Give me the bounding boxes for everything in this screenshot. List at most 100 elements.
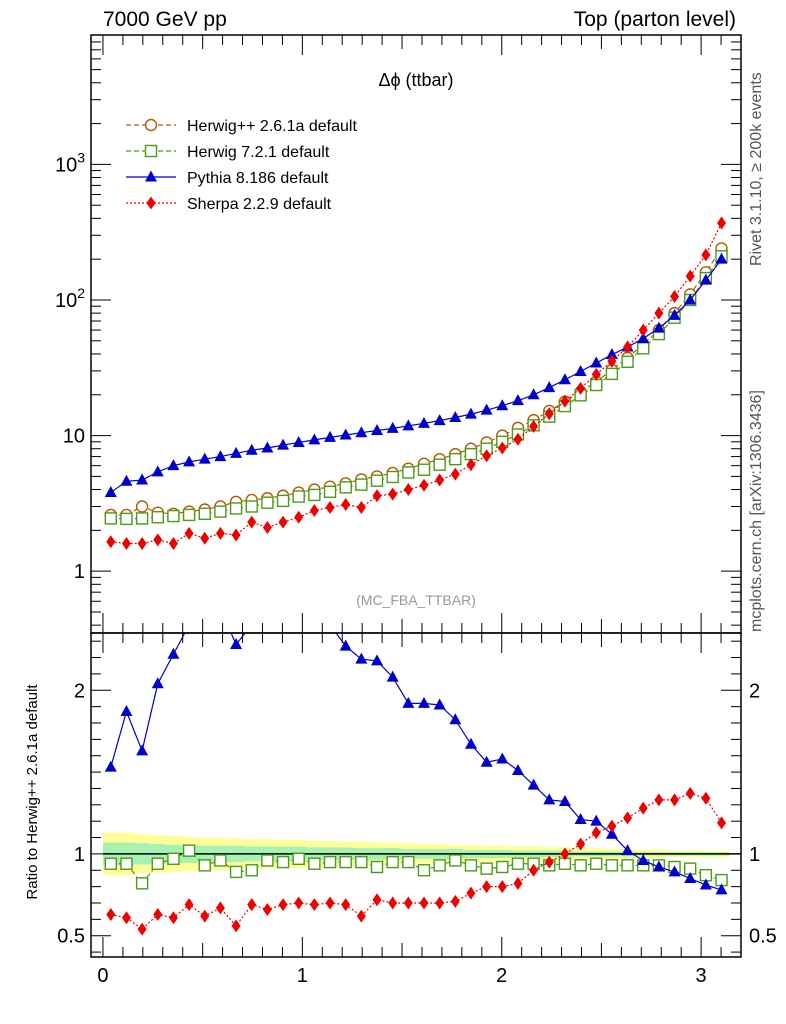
ratio-series-pythia-8-186-default — [104, 602, 728, 895]
ratio-data-point — [167, 647, 180, 659]
ratio-data-point — [529, 863, 539, 877]
ratio-data-point — [323, 855, 337, 869]
ratio-data-point — [668, 865, 681, 877]
ratio-data-point — [324, 618, 336, 629]
ratio-data-point — [371, 654, 383, 666]
x-tick-label: 3 — [696, 965, 707, 987]
data-point — [104, 486, 117, 498]
ratio-data-point — [450, 894, 460, 908]
ratio-data-point — [153, 907, 163, 921]
data-point — [590, 356, 603, 368]
ratio-data-point — [417, 696, 430, 708]
ratio-y-tick-label-left: 0.5 — [57, 926, 85, 948]
legend-marker — [144, 144, 158, 158]
ratio-data-point — [214, 854, 227, 867]
ratio-y-tick-label-right: 0.5 — [749, 926, 777, 948]
ratio-data-point — [621, 859, 634, 872]
data-point — [419, 478, 429, 492]
data-point — [214, 505, 227, 518]
data-point — [277, 438, 290, 450]
ratio-data-point — [605, 859, 619, 872]
data-point — [276, 494, 290, 508]
data-point — [278, 515, 288, 529]
series-herwig-2-6-1a-default — [104, 242, 728, 522]
ratio-series-sherpa-2-2-9-default — [106, 786, 727, 936]
ratio-data-point — [388, 896, 398, 910]
data-point — [480, 403, 493, 415]
ratio-data-point — [544, 855, 554, 869]
ratio-data-point — [576, 837, 586, 851]
data-point — [182, 508, 196, 522]
legend-label: Sherpa 2.2.9 default — [187, 196, 332, 213]
ratio-plot-panel: 0.5 0.5 1 1 2 2 0 1 2 3 Ratio to Herwig++ 2.6.1a … — [24, 602, 777, 987]
legend-entry-herwig-2-6-1a-default: Herwig++ 2.6.1a default — [126, 118, 357, 135]
data-point — [464, 447, 478, 461]
data-point — [137, 536, 147, 550]
data-point — [450, 467, 460, 481]
data-point — [215, 526, 225, 540]
data-point — [292, 490, 305, 503]
header-process-label: Top (parton level) — [573, 8, 736, 31]
ratio-data-point — [136, 744, 149, 756]
data-point — [339, 481, 352, 494]
ratio-data-point — [654, 793, 664, 807]
data-point — [183, 455, 196, 467]
data-point — [355, 478, 368, 491]
ratio-data-point — [449, 713, 462, 725]
legend-entry-sherpa-2-2-9-default: Sherpa 2.2.9 default — [126, 196, 332, 213]
ratio-data-point — [386, 670, 399, 682]
series-line — [110, 255, 723, 520]
data-point — [576, 381, 586, 395]
ratio-y-axis-label: Ratio to Herwig++ 2.6.1a default — [24, 684, 41, 900]
ratio-y-tick-label-left: 2 — [74, 680, 85, 702]
ratio-data-point — [402, 696, 415, 708]
data-point — [262, 520, 272, 534]
ratio-data-point — [511, 763, 524, 775]
ratio-data-point — [685, 786, 695, 800]
data-point — [701, 248, 711, 262]
data-point — [355, 426, 368, 438]
data-point — [230, 446, 243, 458]
ratio-plot-frame — [90, 632, 742, 958]
ratio-data-point — [230, 637, 243, 649]
data-point — [605, 367, 619, 381]
data-point — [388, 487, 398, 501]
ratio-data-point — [214, 602, 226, 613]
data-point — [607, 354, 617, 368]
data-point — [685, 269, 695, 283]
ratio-data-point — [245, 864, 258, 877]
data-point — [435, 473, 445, 487]
data-point — [247, 515, 257, 529]
data-point — [339, 428, 352, 440]
data-point — [104, 512, 117, 525]
y-tick-label: 102 — [55, 285, 85, 312]
ratio-data-point — [167, 852, 180, 866]
ratio-data-point — [480, 862, 493, 875]
ratio-data-point — [574, 813, 587, 825]
ratio-y-tick-label-left: 1 — [74, 844, 85, 866]
data-point — [325, 500, 335, 514]
legend-marker — [144, 118, 158, 132]
plot-title: Δϕ (ttbar) — [378, 70, 453, 90]
ratio-data-point — [715, 883, 728, 895]
ratio-data-point — [198, 859, 211, 872]
ratio-data-point — [558, 795, 571, 807]
data-point — [544, 407, 554, 421]
ratio-data-point — [701, 791, 711, 805]
data-point — [135, 512, 149, 525]
data-point — [433, 458, 446, 471]
data-point — [261, 441, 274, 453]
ratio-data-point — [590, 814, 603, 826]
data-point — [654, 306, 664, 320]
ratio-data-point — [120, 705, 133, 717]
ratio-data-point — [513, 876, 523, 890]
ratio-data-point — [151, 677, 164, 689]
legend-marker — [145, 170, 157, 182]
data-point — [574, 364, 587, 376]
legend-label: Pythia 8.186 default — [187, 170, 329, 187]
data-point — [184, 526, 194, 540]
data-point — [449, 410, 462, 422]
ratio-data-point — [560, 847, 570, 861]
ratio-data-point — [482, 880, 492, 894]
